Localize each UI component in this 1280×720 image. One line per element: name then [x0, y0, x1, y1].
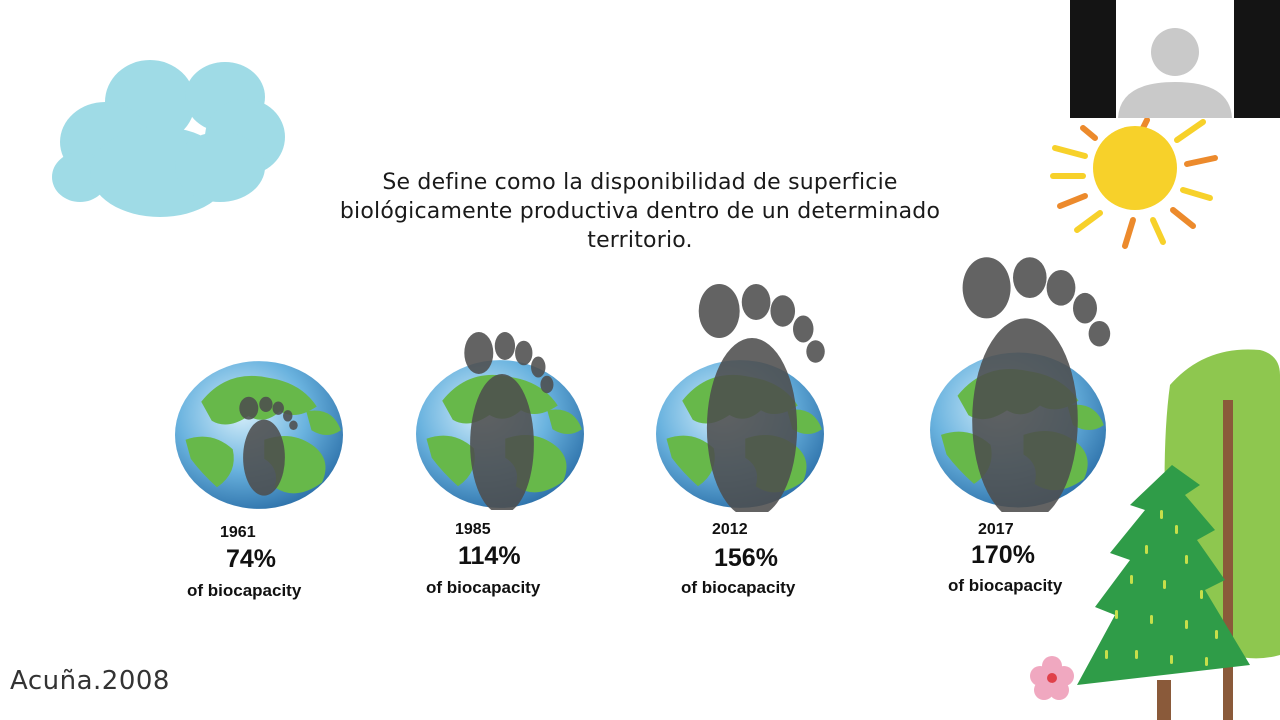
- globe-year: 2012: [712, 521, 748, 538]
- sun-icon: [1050, 118, 1218, 249]
- globe-percent: 74%: [226, 545, 277, 573]
- globe-1985: [416, 332, 584, 510]
- globe-label: of biocapacity: [681, 578, 796, 597]
- webcam-feed: [1070, 0, 1280, 118]
- globe-1961: [175, 361, 343, 509]
- definition-line-3: territorio.: [587, 228, 693, 253]
- globe-2017: [930, 257, 1111, 512]
- globe-label: of biocapacity: [187, 581, 302, 600]
- definition-line-2: biológicamente productiva dentro de un d…: [339, 199, 941, 224]
- globe-percent: 170%: [971, 541, 1035, 569]
- definition-text: Se define como la disponibilidad de supe…: [250, 168, 1030, 255]
- citation-text: Acuña.2008: [10, 666, 170, 696]
- globe-percent: 114%: [458, 542, 521, 570]
- globe-percent: 156%: [714, 544, 778, 572]
- globe-year: 2017: [978, 521, 1014, 538]
- globe-2012: [656, 284, 825, 512]
- globe-year: 1985: [455, 521, 491, 538]
- globe-label: of biocapacity: [426, 578, 541, 597]
- tree-icon: [1077, 349, 1280, 720]
- globe-year: 1961: [220, 524, 256, 541]
- definition-line-1: Se define como la disponibilidad de supe…: [382, 170, 898, 195]
- cloud-icon: [52, 60, 285, 217]
- flower-icon: [1030, 656, 1074, 700]
- globe-label: of biocapacity: [948, 576, 1063, 595]
- user-avatar-icon: [1118, 28, 1232, 118]
